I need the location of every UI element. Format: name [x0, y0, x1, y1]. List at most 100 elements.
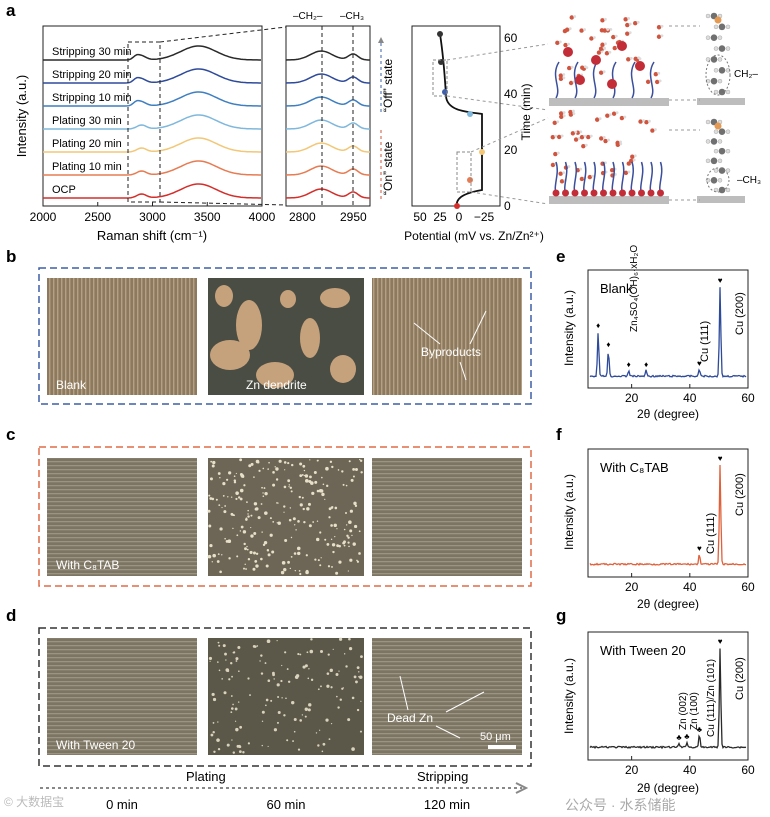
potential-xtick: 25 [433, 210, 447, 224]
potential-marker [467, 111, 473, 117]
t60-label: 60 min [266, 797, 305, 812]
c8tab-caption: With C₈TAB [56, 558, 119, 572]
xrd-xtick: 20 [625, 763, 639, 777]
time-label: Time (min) [519, 84, 533, 141]
raman-zoom-traces [285, 50, 370, 199]
raman-zoom-plot: –CH₂– –CH₃ 2800 2950 “Off” state “On” st… [285, 11, 395, 224]
zn-dendrite-patches [210, 285, 356, 388]
xrd-e-cu200: Cu (200) [734, 292, 746, 335]
xrd-f-cu111: Cu (111) [705, 513, 717, 554]
raman-main-xticks: 2000 2500 3000 3500 4000 [30, 202, 276, 224]
tween-row-frame [38, 627, 532, 767]
ch3-chain-molecule [705, 118, 731, 194]
xrd-xtick: 60 [741, 580, 755, 594]
panel-letter-f: f [556, 425, 562, 444]
raman-trace-label: Plating 30 min [52, 115, 122, 127]
raman-zoom-trace [285, 50, 370, 61]
xrd-f-ylabel: Intensity (a.u.) [562, 474, 576, 550]
raman-trace [43, 114, 261, 130]
xrd-trace [589, 464, 747, 566]
raman-xtick: 4000 [249, 210, 276, 224]
panel-letter-g: g [556, 606, 566, 625]
xrd-xtick: 40 [683, 580, 697, 594]
blank-caption: Blank [56, 378, 87, 392]
xrd-xtick: 60 [741, 763, 755, 777]
potential-xtick: −25 [474, 210, 495, 224]
raman-xlabel: Raman shift (cm⁻¹) [97, 228, 207, 243]
zoom-xtick-2800: 2800 [289, 210, 316, 224]
ch3-annotation: –CH₃ [737, 175, 761, 186]
raman-zoom-trace [285, 73, 370, 84]
raman-trace [43, 137, 261, 153]
c8tab-nuclei [207, 458, 363, 576]
zoom-xtick-2950: 2950 [340, 210, 367, 224]
raman-trace [43, 45, 261, 61]
raman-main-plot: OCP Plating 10 min Plating 20 min Plating 3… [14, 25, 287, 243]
dead-zn-caption: Dead Zn [387, 711, 433, 725]
xrd-xtick: 20 [625, 580, 639, 594]
xrd-xtick: 40 [683, 763, 697, 777]
xrd-e-xlabel: 2θ (degree) [637, 407, 699, 421]
micrograph-tween-120min [372, 638, 522, 755]
micrograph-c8tab-120min [372, 458, 522, 576]
tween-caption: With Tween 20 [56, 738, 135, 752]
xrd-g-cu111zn101: Cu (111)/Zn (101) [706, 659, 717, 737]
potential-marker [467, 177, 473, 183]
micrograph-blank-0min [47, 278, 197, 395]
raman-trace [43, 183, 261, 199]
byproducts-caption: Byproducts [421, 345, 481, 359]
potential-marker [454, 203, 460, 209]
stripping-label: Stripping [417, 769, 468, 784]
scale-bar-label: 50 μm [480, 731, 511, 743]
panel-letter-d: d [6, 606, 16, 625]
xrd-peak-marker: ♦ [627, 360, 631, 369]
xrd-xtick: 20 [625, 391, 639, 405]
xrd-e-byproduct: Zn₄SO₄(OH)₆·xH₂O [629, 245, 640, 332]
watermark: 公众号 · 水系储能 [565, 797, 675, 813]
raman-xtick: 3500 [194, 210, 221, 224]
raman-trace-label: Stripping 30 min [52, 46, 132, 58]
t120-label: 120 min [424, 797, 470, 812]
xrd-peak-marker: ♣ [684, 732, 690, 741]
raman-trace-labels: OCP Plating 10 min Plating 20 min Plating 3… [52, 46, 132, 196]
potential-marker [479, 149, 485, 155]
xrd-trace [589, 287, 747, 378]
xrd-g-cu200: Cu (200) [734, 657, 746, 700]
micrograph-blank-120min [372, 278, 522, 395]
raman-main-traces [43, 45, 261, 199]
blank-row-frame [38, 267, 532, 405]
plating-label: Plating [186, 769, 226, 784]
micrograph-c8tab-60min [208, 458, 364, 576]
potential-xtick: 0 [456, 210, 463, 224]
xrd-g-ylabel: Intensity (a.u.) [562, 658, 576, 734]
xrd-peak-marker: ♦ [644, 360, 648, 369]
raman-ylabel: Intensity (a.u.) [14, 75, 29, 157]
xrd-panel-tween: With Tween 20 Zn (002) Zn (100) Cu (111)… [562, 631, 755, 795]
xrd-trace [589, 648, 747, 750]
raman-xtick: 2000 [30, 210, 57, 224]
raman-zoom-trace [285, 96, 370, 107]
raman-zoom-trace [285, 165, 370, 176]
off-state-label: “Off” state [381, 59, 395, 112]
panel-letter-a: a [6, 1, 16, 20]
raman-zoom-trace [285, 188, 370, 199]
xrd-peak-marker: ♥ [718, 276, 723, 285]
micrograph-c8tab-0min [47, 458, 197, 576]
xrd-panel-blank: Blank Zn₄SO₄(OH)₆·xH₂O Cu (111) Cu (200)… [562, 245, 755, 421]
t0-label: 0 min [106, 797, 138, 812]
tween-nuclei [208, 637, 363, 754]
on-state-schematic [550, 109, 664, 197]
corner-mark: © 大数据宝 [4, 794, 64, 809]
ch2-label: –CH₂– [293, 11, 323, 22]
time-tick: 40 [504, 87, 518, 101]
raman-zoom-trace [285, 119, 370, 130]
panel-letter-c: c [6, 425, 15, 444]
scale-bar [488, 745, 516, 749]
raman-trace-label: Stripping 20 min [52, 69, 132, 81]
xrd-peak-marker: ♣ [697, 725, 703, 734]
micrograph-tween-60min [208, 638, 364, 755]
raman-trace-label: Stripping 10 min [52, 92, 132, 104]
xrd-peak-marker: ♥ [697, 359, 702, 368]
c8tab-row-frame [38, 446, 532, 587]
